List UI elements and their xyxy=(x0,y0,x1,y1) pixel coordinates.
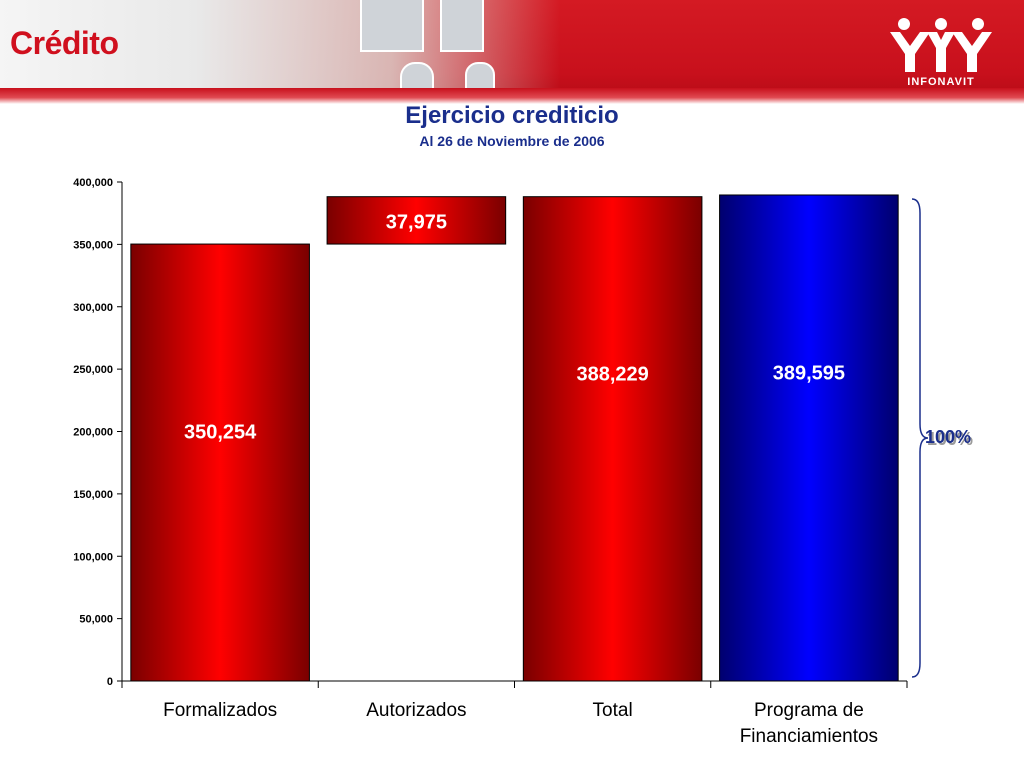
bar-data-label: 388,229 xyxy=(576,364,648,386)
total-bracket: 100%100% xyxy=(911,198,973,678)
y-tick-label: 250,000 xyxy=(73,364,113,376)
infonavit-logo: INFONAVIT xyxy=(886,14,996,94)
x-tick-label: Formalizados xyxy=(163,700,277,721)
x-tick-label-line: Financiamientos xyxy=(740,726,878,747)
y-tick-label: 350,000 xyxy=(73,239,113,251)
brace xyxy=(911,198,929,678)
bracket-label-shadow: 100% xyxy=(927,429,973,449)
x-tick-label-line: Formalizados xyxy=(163,700,277,721)
x-tick-label: Programa de Financiamientos xyxy=(740,700,878,747)
x-axis: Formalizados Autorizados Total Programa de F… xyxy=(121,680,908,747)
page-title: Crédito xyxy=(10,25,119,61)
bar-data-label: 350,254 xyxy=(184,421,257,443)
y-tick-label: 200,000 xyxy=(73,427,113,439)
y-tick-label: 150,000 xyxy=(73,489,113,501)
chart-title: Ejercicio crediticio xyxy=(405,102,619,129)
x-tick-label: Autorizados xyxy=(366,700,466,721)
bar xyxy=(522,196,703,682)
bar-data-label: 37,975 xyxy=(386,211,447,233)
logo-text: INFONAVIT xyxy=(907,76,975,88)
y-tick-label: 300,000 xyxy=(73,302,113,314)
y-tick-label: 50,000 xyxy=(79,614,113,626)
y-axis: 0 50,000 100,000 150,000 200,000 250,000 300,0… xyxy=(73,177,123,688)
x-tick-label: Total xyxy=(593,700,633,721)
bar xyxy=(719,194,899,682)
x-tick-label-line: Autorizados xyxy=(366,700,466,721)
bracket-label: 100% xyxy=(925,427,971,447)
house-window xyxy=(440,0,484,52)
bar xyxy=(326,196,507,245)
y-tick-label: 0 xyxy=(107,676,113,688)
header-band: INFONAVIT xyxy=(0,0,1024,104)
house-window xyxy=(360,0,424,52)
bars: 350,254 37,975 388,229 389,595 xyxy=(130,194,899,682)
chart-subtitle: Al 26 de Noviembre de 2006 xyxy=(419,133,605,149)
infonavit-logo-icon xyxy=(890,18,992,72)
y-tick-label: 100,000 xyxy=(73,551,113,563)
x-tick-label-line: Total xyxy=(593,700,633,721)
header-fade xyxy=(0,88,1024,104)
x-tick-label-line: Programa de xyxy=(754,700,864,721)
bar-data-label: 389,595 xyxy=(773,363,845,385)
y-tick-label: 400,000 xyxy=(73,177,113,189)
header-house-photo xyxy=(0,0,560,96)
bar xyxy=(130,243,310,682)
